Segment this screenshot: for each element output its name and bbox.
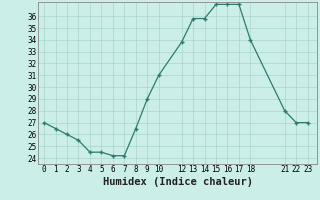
X-axis label: Humidex (Indice chaleur): Humidex (Indice chaleur) <box>103 177 252 187</box>
